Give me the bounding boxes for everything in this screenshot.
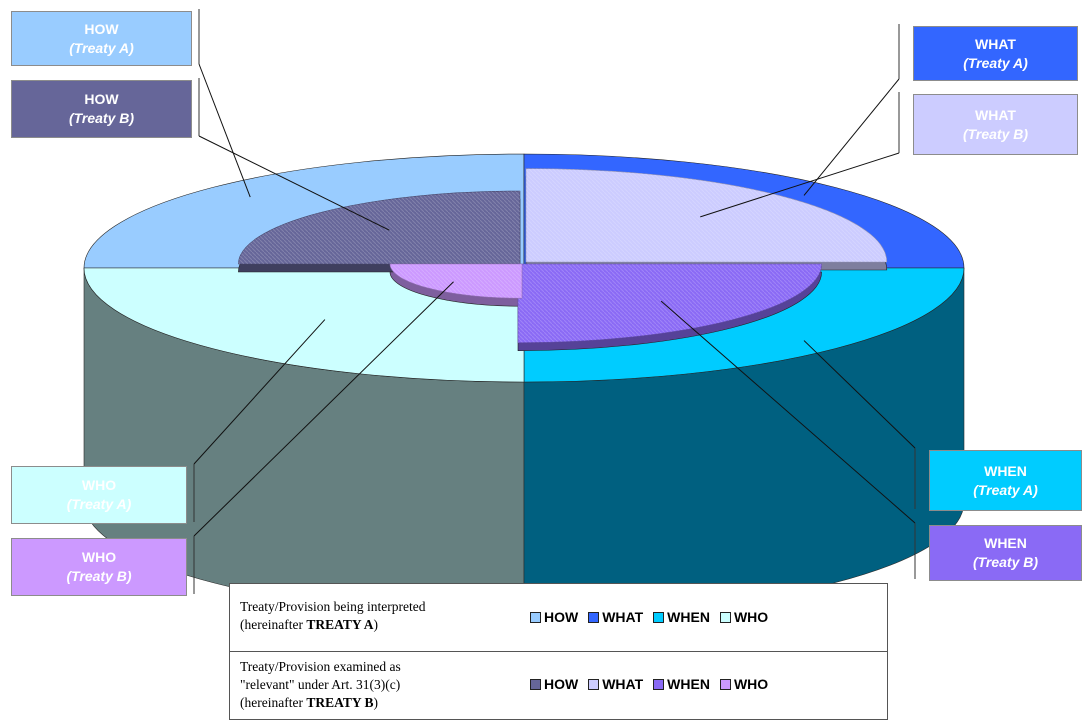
legend-key-label: WHEN — [667, 676, 710, 692]
legend-keys-treaty-a: HOW WHAT WHEN WHO — [530, 607, 778, 627]
legend-keys-treaty-b: HOW WHAT WHEN WHO — [530, 674, 778, 694]
legend-swatch — [530, 611, 541, 623]
legend-treaty-name: TREATY A — [306, 617, 374, 632]
legend-swatch — [588, 678, 600, 690]
leader-line-when_a — [803, 340, 916, 449]
callout-title: WHAT — [975, 35, 1016, 52]
legend-key-label: WHO — [733, 676, 769, 692]
pie-slice-treaty-a-who — [83, 267, 525, 383]
legend-key-how-b: HOW — [530, 676, 578, 692]
legend-line: Treaty/Provision being interpreted — [240, 599, 426, 614]
legend-swatch — [588, 611, 600, 623]
leader-line-how_b — [198, 135, 390, 231]
leader-line-who_a — [193, 319, 326, 465]
callout-title: WHEN — [984, 462, 1027, 479]
callout-how-treaty-b: HOW (Treaty B) — [11, 80, 192, 138]
legend-row-treaty-a: Treaty/Provision being interpreted (here… — [230, 584, 887, 652]
callout-subtitle: (Treaty B) — [66, 568, 132, 584]
callout-what-treaty-a: WHAT (Treaty A) — [913, 26, 1078, 81]
legend-key-how-a: HOW — [530, 609, 578, 625]
legend-table: Treaty/Provision being interpreted (here… — [229, 583, 888, 720]
legend-swatch — [530, 678, 541, 690]
legend-key-who-b: WHO — [719, 676, 769, 692]
callout-subtitle: (Treaty A) — [66, 496, 132, 512]
legend-swatch — [719, 611, 731, 623]
callout-subtitle: (Treaty B) — [962, 125, 1029, 142]
legend-key-what-b: WHAT — [588, 676, 643, 692]
callout-subtitle: (Treaty B) — [68, 110, 135, 126]
legend-key-who-a: WHO — [719, 609, 769, 625]
callout-title: WHEN — [984, 535, 1027, 551]
callout-when-treaty-b: WHEN (Treaty B) — [929, 525, 1082, 581]
legend-label-treaty-a: Treaty/Provision being interpreted (here… — [240, 598, 425, 634]
legend-label-treaty-b: Treaty/Provision examined as "relevant" … — [240, 658, 401, 712]
callout-title: WHAT — [975, 106, 1016, 123]
callout-title: HOW — [84, 20, 119, 37]
callout-title: WHO — [81, 477, 117, 493]
legend-key-label: WHAT — [602, 609, 644, 625]
callout-how-treaty-a: HOW (Treaty A) — [11, 11, 192, 66]
legend-line-suffix: ) — [373, 617, 378, 632]
legend-swatch — [653, 611, 665, 623]
callout-subtitle: (Treaty B) — [972, 554, 1039, 570]
legend-swatch — [653, 678, 665, 690]
legend-line-suffix: ) — [373, 695, 378, 710]
legend-key-label: WHEN — [667, 609, 710, 625]
callout-subtitle: (Treaty A) — [69, 39, 134, 56]
callout-when-treaty-a: WHEN (Treaty A) — [929, 450, 1082, 511]
leader-line-how_a — [198, 63, 251, 198]
legend-line-prefix: (hereinafter — [240, 617, 307, 632]
legend-key-label: HOW — [544, 609, 579, 625]
leader-line-when_b — [660, 300, 916, 524]
legend-key-label: WHO — [733, 609, 769, 625]
legend-key-when-b: WHEN — [653, 676, 710, 692]
pie-slice-texture-who — [390, 264, 522, 299]
legend-treaty-name: TREATY B — [306, 695, 374, 710]
pie-slice-texture-when — [518, 264, 822, 343]
leader-line-who_b — [193, 281, 454, 537]
callout-subtitle: (Treaty A) — [973, 481, 1038, 498]
legend-line-prefix: (hereinafter — [240, 695, 307, 710]
callout-subtitle: (Treaty A) — [963, 54, 1028, 71]
leader-line-what_a — [803, 78, 900, 196]
legend-swatch — [719, 678, 731, 690]
callout-title: WHO — [81, 549, 117, 565]
legend-line: "relevant" under Art. 31(3)(c) — [240, 677, 401, 692]
callout-who-treaty-a: WHO (Treaty A) — [11, 466, 187, 524]
legend-line: Treaty/Provision examined as — [240, 659, 401, 674]
callout-title: HOW — [84, 91, 119, 107]
leader-line-what_b — [700, 152, 900, 218]
legend-key-label: HOW — [544, 676, 579, 692]
legend-row-treaty-b: Treaty/Provision examined as "relevant" … — [230, 652, 887, 719]
callout-what-treaty-b: WHAT (Treaty B) — [913, 94, 1078, 155]
legend-key-what-a: WHAT — [588, 609, 643, 625]
legend-key-label: WHAT — [602, 676, 644, 692]
callout-who-treaty-b: WHO (Treaty B) — [11, 538, 187, 596]
legend-key-when-a: WHEN — [653, 609, 710, 625]
pie-slice-texture-how — [238, 191, 520, 264]
